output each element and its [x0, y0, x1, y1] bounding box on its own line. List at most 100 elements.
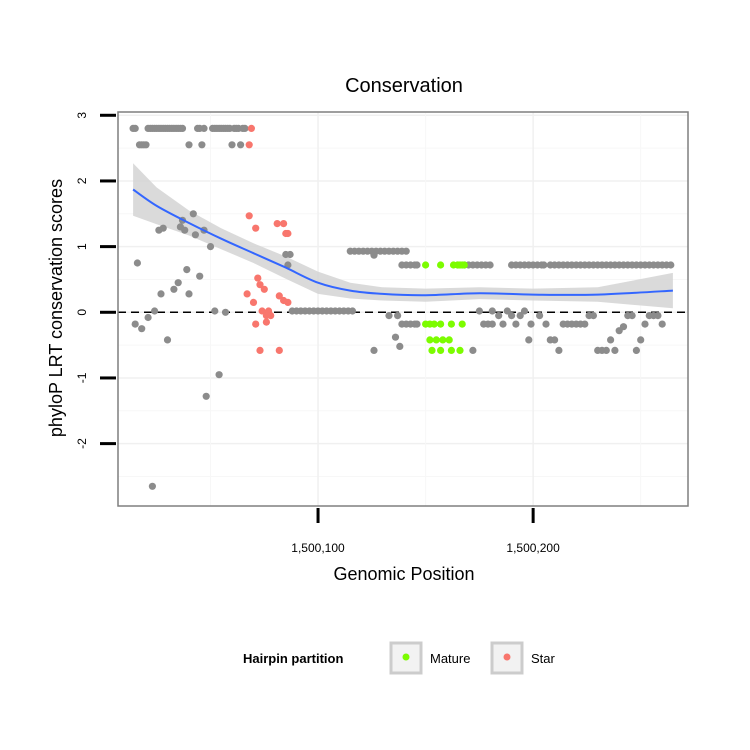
- point-mature: [426, 336, 434, 344]
- point-other: [237, 141, 245, 149]
- point-other: [170, 285, 178, 293]
- y-tick-label: -1: [75, 372, 89, 383]
- point-other: [228, 141, 236, 149]
- point-star: [252, 320, 260, 328]
- point-other: [619, 323, 628, 331]
- point-other: [589, 312, 598, 320]
- x-tick-label: 1,500,200: [506, 541, 560, 555]
- point-other: [520, 307, 529, 315]
- point-other: [413, 320, 421, 328]
- point-star: [256, 281, 264, 289]
- point-other: [516, 312, 524, 320]
- point-star: [275, 346, 283, 354]
- point-other: [159, 224, 167, 232]
- point-other: [512, 320, 520, 328]
- point-star: [249, 298, 258, 306]
- point-star: [254, 274, 262, 282]
- point-other: [527, 320, 535, 328]
- point-other: [181, 226, 189, 234]
- point-other: [667, 261, 675, 269]
- point-other: [178, 124, 187, 132]
- point-other: [607, 336, 615, 344]
- point-other: [475, 307, 483, 315]
- point-other: [469, 346, 477, 354]
- point-other: [221, 308, 230, 316]
- point-mature: [430, 320, 438, 328]
- point-other: [632, 346, 641, 354]
- point-other: [402, 247, 410, 255]
- point-other: [183, 266, 191, 274]
- y-tick-label: 2: [75, 177, 89, 184]
- point-star: [262, 318, 270, 326]
- point-other: [602, 346, 610, 354]
- point-other: [185, 141, 193, 149]
- point-star: [245, 141, 253, 149]
- point-other: [286, 250, 294, 259]
- point-other: [394, 312, 402, 320]
- point-other: [191, 231, 199, 239]
- x-axis-title: Genomic Position: [333, 564, 474, 584]
- point-other: [486, 261, 494, 269]
- point-mature: [456, 346, 464, 354]
- point-mature: [447, 346, 455, 354]
- point-other: [370, 251, 378, 259]
- point-mature: [437, 346, 445, 354]
- point-other: [654, 312, 662, 320]
- point-mature: [422, 261, 430, 269]
- point-star: [256, 346, 264, 354]
- point-star: [284, 229, 292, 238]
- point-other: [637, 336, 645, 344]
- point-star: [252, 224, 260, 232]
- point-star: [275, 292, 283, 300]
- point-mature: [432, 336, 440, 344]
- y-axis: -2 -1 0 1 2 3: [75, 112, 116, 449]
- point-mature: [428, 346, 436, 354]
- chart-title: Conservation: [345, 75, 463, 97]
- point-star: [284, 298, 292, 306]
- point-other: [206, 243, 215, 251]
- plot-panel: [117, 111, 689, 507]
- smooth-line-layer: [132, 188, 673, 297]
- x-axis: 1,500,100 1,500,200: [291, 508, 560, 555]
- point-star: [245, 212, 253, 220]
- point-star: [243, 290, 251, 298]
- y-tick-label: -2: [75, 438, 89, 449]
- point-other: [151, 307, 159, 315]
- point-other: [391, 333, 400, 341]
- point-other: [131, 320, 139, 328]
- point-other: [551, 336, 559, 344]
- point-star: [280, 220, 288, 228]
- point-mature: [439, 336, 447, 344]
- point-mature: [460, 261, 468, 269]
- point-star: [258, 307, 266, 315]
- x-tick-label: 1,500,100: [291, 541, 345, 555]
- y-axis-title: phyloP LRT conservation scores: [46, 179, 66, 437]
- point-other: [196, 272, 204, 280]
- point-other: [144, 313, 152, 322]
- point-mature: [445, 336, 453, 344]
- point-other: [536, 312, 544, 320]
- point-mature: [447, 320, 455, 328]
- point-other: [413, 261, 421, 269]
- point-mature: [458, 320, 466, 328]
- point-star: [260, 285, 268, 293]
- smooth-trend-line: [132, 188, 673, 297]
- series-star: [243, 124, 292, 354]
- point-other: [211, 307, 219, 315]
- legend: Hairpin partition Mature Star: [243, 641, 556, 675]
- point-other: [555, 346, 563, 354]
- point-mature: [437, 261, 445, 269]
- point-other: [542, 320, 550, 328]
- point-other: [581, 320, 589, 328]
- legend-entry-mature: Mature: [389, 641, 470, 675]
- point-star: [273, 220, 281, 228]
- point-other: [499, 320, 507, 328]
- point-other: [488, 320, 496, 328]
- legend-entry-star: Star: [490, 641, 556, 675]
- point-other: [658, 320, 666, 328]
- point-other: [185, 290, 193, 298]
- point-other: [488, 307, 496, 315]
- point-other: [189, 210, 197, 218]
- legend-dot-mature: [402, 653, 410, 661]
- point-other: [385, 312, 393, 320]
